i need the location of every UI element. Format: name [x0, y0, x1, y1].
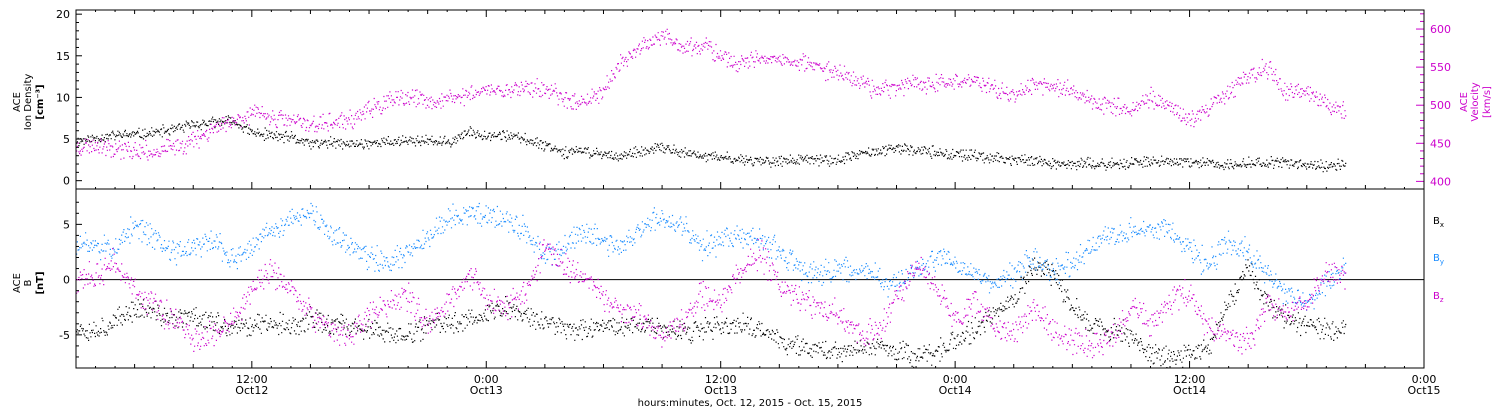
density-axis-label-line-1: ACE: [12, 92, 23, 112]
density-axis-label-line-3: [cm⁻³]: [35, 84, 46, 119]
velocity-tick-label: 500: [1430, 99, 1451, 112]
velocity-tick-label: 550: [1430, 61, 1451, 74]
date-tick-label: Oct15: [1407, 384, 1440, 397]
velocity-axis-label-line-2: Velocity: [1470, 82, 1481, 121]
date-tick-label: Oct13: [704, 384, 737, 397]
bx-points: [76, 257, 1347, 369]
density-velocity-series: [76, 28, 1347, 173]
time-tick-label: 12:00: [1174, 373, 1206, 386]
b-panel-frame: [75, 188, 1425, 369]
density-axis-label-line-2: Ion Density: [23, 74, 34, 131]
density-tick-label: 5: [63, 133, 70, 146]
velocity-axis-label-line-1: ACE: [1459, 92, 1470, 112]
velocity-tick-label: 600: [1430, 23, 1451, 36]
time-axis-label: hours:minutes, Oct. 12, 2015 - Oct. 15, …: [638, 398, 863, 409]
b-field-series: [76, 202, 1347, 369]
legend-bx: Bx: [1433, 216, 1444, 229]
density-tick-label: 0: [63, 175, 70, 188]
velocity-tick-label: 400: [1430, 175, 1451, 188]
date-tick-label: Oct12: [235, 384, 268, 397]
legend-by: By: [1433, 253, 1444, 266]
b-axis-label-line-3: [nT]: [35, 271, 46, 294]
ion-density-points: [76, 115, 1347, 173]
b-axis-label-line-1: ACE: [12, 273, 23, 293]
density-tick-label: 10: [56, 91, 70, 104]
time-tick-label: 12:00: [705, 373, 737, 386]
date-tick-label: Oct14: [939, 384, 972, 397]
legend-bz: Bz: [1433, 291, 1444, 304]
density-axis: 0 5 10 15 20: [56, 8, 82, 188]
time-axis: 12:00Oct120:00Oct1312:00Oct130:00Oct1412…: [95, 10, 1441, 397]
velocity-axis-label-line-3: [km/s]: [1482, 86, 1493, 118]
b-tick-label: 5: [63, 218, 70, 231]
density-velocity-panel: 400 450 500 550 600 0 5 10 15 20 ACE Ion Density…: [12, 8, 1493, 190]
time-tick-label: 0:00: [474, 373, 499, 386]
density-tick-label: 20: [56, 8, 70, 21]
date-tick-label: Oct14: [1173, 384, 1206, 397]
velocity-tick-label: 450: [1430, 137, 1451, 150]
b-tick-label: 0: [63, 274, 70, 287]
time-tick-label: 12:00: [236, 373, 268, 386]
time-tick-label: 0:00: [1412, 373, 1437, 386]
b-legend: Bx By Bz: [1433, 216, 1444, 304]
velocity-axis: 400 450 500 550 600: [1416, 10, 1451, 190]
magnetic-field-panel: -5 0 5 ACE B [nT] Bx By Bz: [12, 188, 1444, 369]
b-axis-label-line-2: B: [23, 279, 34, 286]
b-tick-label: -5: [59, 329, 70, 342]
time-tick-label: 0:00: [943, 373, 968, 386]
date-tick-label: Oct13: [470, 384, 503, 397]
density-tick-label: 15: [56, 50, 70, 63]
